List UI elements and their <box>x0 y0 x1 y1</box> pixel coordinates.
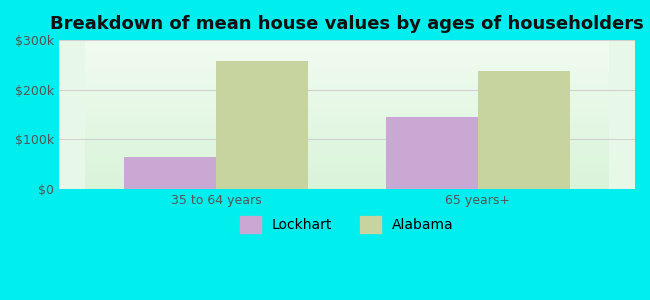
Bar <box>216 61 307 189</box>
Bar <box>124 157 216 189</box>
Bar <box>478 71 569 189</box>
Bar <box>386 117 478 189</box>
Title: Breakdown of mean house values by ages of householders: Breakdown of mean house values by ages o… <box>50 15 644 33</box>
Legend: Lockhart, Alabama: Lockhart, Alabama <box>235 211 460 239</box>
